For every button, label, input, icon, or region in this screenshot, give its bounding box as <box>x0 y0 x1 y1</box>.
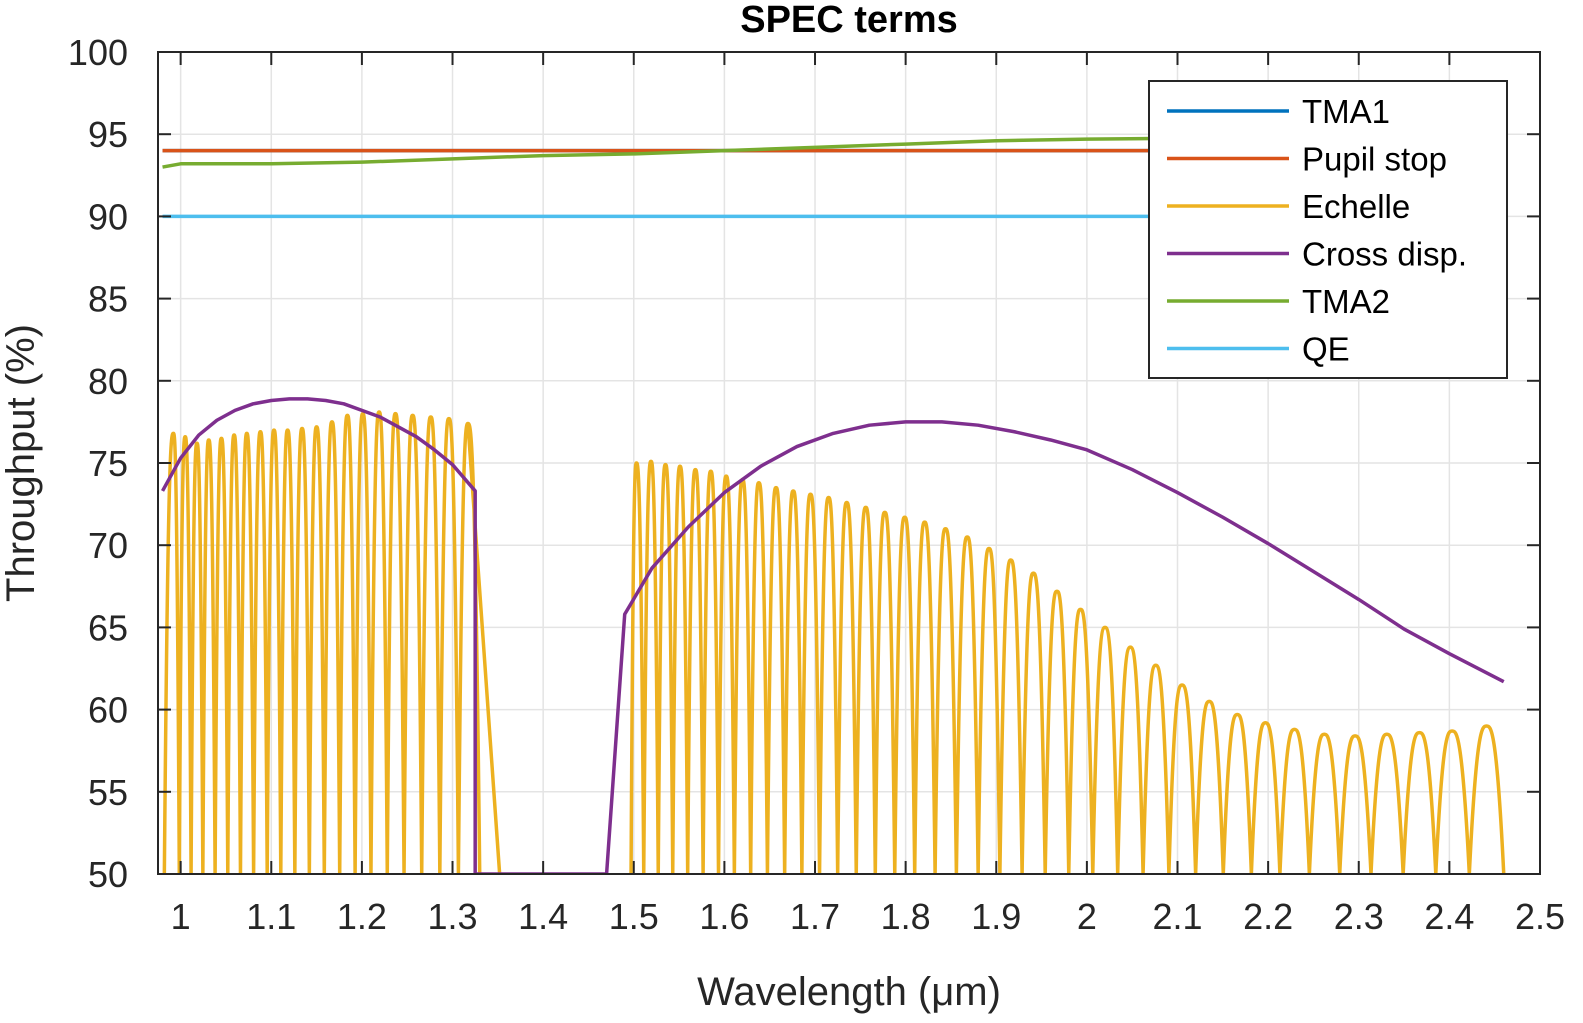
legend-label: QE <box>1302 331 1350 368</box>
legend: TMA1 Pupil stop Echelle Cross disp. TMA2 QE <box>1148 80 1508 379</box>
x-tick-label: 2 <box>1077 896 1097 937</box>
legend-label: Pupil stop <box>1302 141 1447 178</box>
x-tick-label: 1.7 <box>790 896 840 937</box>
x-tick-label: 1.6 <box>699 896 749 937</box>
legend-label: Echelle <box>1302 188 1410 225</box>
y-tick-label: 55 <box>88 772 128 813</box>
y-tick-label: 60 <box>88 690 128 731</box>
tick-labels: 1 1.1 1.2 1.3 1.4 1.5 1.6 1.7 1.8 1.9 2 2.1 2.2 2.3 2.… <box>68 32 1565 937</box>
y-tick-label: 75 <box>88 443 128 484</box>
x-axis-title: Wavelength (μm) <box>697 970 1001 1014</box>
y-tick-label: 65 <box>88 607 128 648</box>
ticks <box>158 51 1541 875</box>
y-tick-label: 70 <box>88 525 128 566</box>
legend-label: TMA2 <box>1302 283 1390 320</box>
x-tick-label: 1.5 <box>609 896 659 937</box>
x-tick-label: 1.2 <box>337 896 387 937</box>
legend-label: Cross disp. <box>1302 236 1467 273</box>
legend-box <box>1148 80 1508 379</box>
x-tick-label: 1 <box>171 896 191 937</box>
y-axis-title: Throughput (%) <box>0 324 43 602</box>
chart-title: SPEC terms <box>740 0 958 41</box>
y-tick-label: 100 <box>68 32 128 73</box>
x-tick-label: 2.3 <box>1334 896 1384 937</box>
x-tick-label: 2.5 <box>1515 896 1565 937</box>
x-tick-label: 2.1 <box>1152 896 1202 937</box>
y-tick-label: 90 <box>88 196 128 237</box>
x-tick-label: 1.9 <box>971 896 1021 937</box>
x-tick-label: 1.1 <box>246 896 296 937</box>
x-tick-label: 2.4 <box>1424 896 1474 937</box>
legend-label: TMA1 <box>1302 93 1390 130</box>
y-tick-label: 95 <box>88 114 128 155</box>
y-tick-label: 80 <box>88 361 128 402</box>
y-tick-label: 50 <box>88 854 128 895</box>
x-tick-label: 1.3 <box>428 896 478 937</box>
x-tick-label: 1.4 <box>518 896 568 937</box>
y-tick-label: 85 <box>88 279 128 320</box>
series-line-echelle <box>162 410 1506 874</box>
x-tick-label: 1.8 <box>881 896 931 937</box>
x-tick-label: 2.2 <box>1243 896 1293 937</box>
series-line-cross-disp <box>160 397 1505 874</box>
